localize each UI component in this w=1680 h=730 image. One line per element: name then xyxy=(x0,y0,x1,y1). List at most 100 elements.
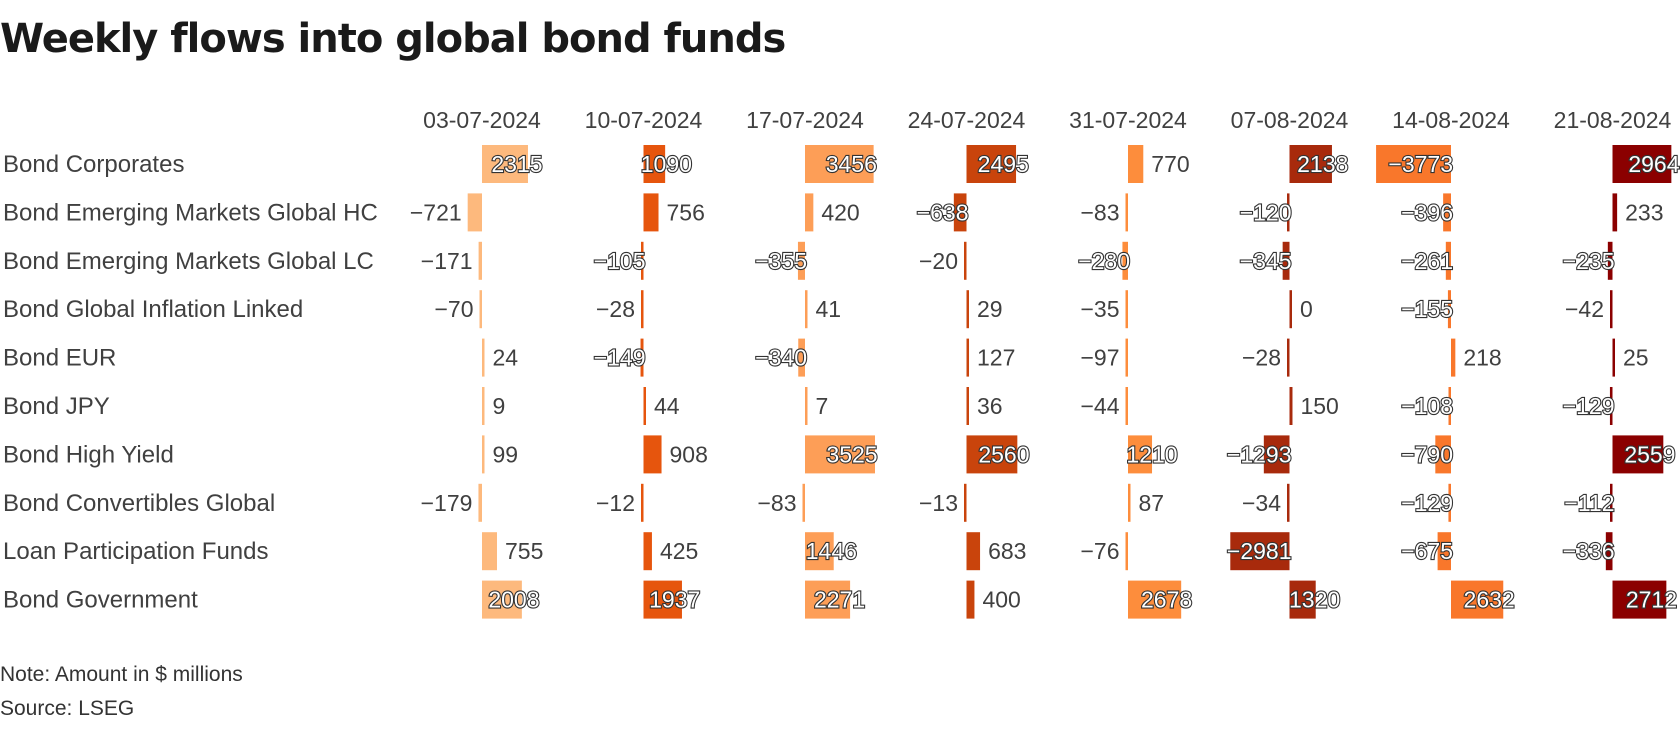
note-text: Note: Amount in $ millions xyxy=(0,663,243,686)
bar xyxy=(641,241,644,280)
bar xyxy=(966,435,1018,474)
value-label: 9 xyxy=(493,393,506,419)
value-label: −83 xyxy=(757,490,796,516)
value-label: 1090 xyxy=(641,151,692,177)
row-label: Bond EUR xyxy=(3,345,116,372)
value-label: −12 xyxy=(596,490,635,516)
bar xyxy=(1125,532,1128,571)
value-label: 0 xyxy=(1300,296,1313,322)
chart-table: 03-07-2024 10-07-2024 17-07-2024 24-07-2024… xyxy=(3,107,1680,619)
bar xyxy=(1282,241,1290,280)
row-label: Bond High Yield xyxy=(3,441,174,468)
bar xyxy=(1125,387,1128,425)
bar xyxy=(1289,145,1332,183)
bar xyxy=(1289,580,1316,619)
bar xyxy=(1612,580,1667,619)
bar xyxy=(643,387,646,425)
bar xyxy=(482,387,485,425)
value-label: 24 xyxy=(493,345,519,371)
bar xyxy=(1610,483,1613,522)
bar xyxy=(1128,580,1182,619)
value-label: −235 xyxy=(1563,248,1615,274)
value-label: −396 xyxy=(1401,199,1453,225)
column-header: 24-07-2024 xyxy=(908,107,1026,133)
value-label: 218 xyxy=(1463,345,1501,371)
bar xyxy=(1437,532,1451,571)
value-label: 2559 xyxy=(1624,441,1675,467)
value-label: −345 xyxy=(1240,248,1292,274)
column-header: 31-07-2024 xyxy=(1069,107,1187,133)
bar xyxy=(953,193,967,232)
value-label: 756 xyxy=(667,199,705,225)
bar xyxy=(805,580,851,619)
column-header: 21-08-2024 xyxy=(1554,107,1672,133)
bar xyxy=(1451,580,1504,619)
value-label: 2560 xyxy=(978,441,1029,467)
bar xyxy=(1125,193,1128,232)
value-label: 99 xyxy=(493,441,519,467)
value-label: 908 xyxy=(670,441,708,467)
bar xyxy=(1451,338,1456,377)
value-label: −76 xyxy=(1080,538,1119,564)
bar xyxy=(1612,193,1618,232)
row-label: Bond JPY xyxy=(3,393,110,420)
bar xyxy=(643,435,662,474)
value-label: −355 xyxy=(755,248,807,274)
value-label: 1446 xyxy=(806,538,857,564)
bar xyxy=(966,145,1017,183)
value-label: −675 xyxy=(1401,538,1453,564)
bar xyxy=(964,483,967,522)
value-label: −13 xyxy=(919,490,958,516)
bar xyxy=(1287,338,1290,377)
value-label: −34 xyxy=(1242,490,1281,516)
bar xyxy=(640,338,644,377)
value-label: −35 xyxy=(1080,296,1119,322)
bar xyxy=(966,387,969,425)
value-label: 770 xyxy=(1151,151,1189,177)
bar xyxy=(1128,435,1153,474)
value-label: −20 xyxy=(919,248,958,274)
value-label: −112 xyxy=(1564,490,1614,516)
value-label: 87 xyxy=(1139,490,1165,516)
value-label: −171 xyxy=(421,248,473,274)
bar xyxy=(802,483,805,522)
value-label: 2138 xyxy=(1297,151,1348,177)
value-label: 2678 xyxy=(1141,587,1192,613)
bar xyxy=(643,532,652,571)
value-label: −261 xyxy=(1401,248,1453,274)
bar xyxy=(482,145,528,183)
value-label: 36 xyxy=(977,393,1003,419)
value-label: 127 xyxy=(977,345,1015,371)
bar xyxy=(1128,145,1144,183)
bar xyxy=(1289,290,1292,329)
value-label: 2315 xyxy=(491,151,542,177)
bar xyxy=(966,532,981,571)
value-label: 150 xyxy=(1300,393,1338,419)
bar xyxy=(641,483,644,522)
value-label: 41 xyxy=(816,296,842,322)
value-label: −340 xyxy=(755,345,807,371)
value-label: −721 xyxy=(410,199,462,225)
bar xyxy=(643,580,682,619)
value-label: 2632 xyxy=(1464,587,1515,613)
bar xyxy=(1447,290,1451,329)
value-label: 2964 xyxy=(1628,151,1679,177)
value-label: −280 xyxy=(1078,248,1130,274)
bar xyxy=(966,290,969,329)
column-header: 03-07-2024 xyxy=(423,107,541,133)
bar xyxy=(797,241,805,280)
value-label: 3456 xyxy=(826,151,877,177)
bar xyxy=(1287,193,1290,232)
column-header: 17-07-2024 xyxy=(746,107,864,133)
value-label: −120 xyxy=(1240,199,1292,225)
value-label: 400 xyxy=(982,587,1020,613)
bar xyxy=(643,145,666,183)
value-label: −1293 xyxy=(1227,441,1292,467)
value-label: 7 xyxy=(816,393,829,419)
bar xyxy=(805,387,808,425)
value-label: −44 xyxy=(1080,393,1119,419)
bar xyxy=(1443,193,1451,232)
bar xyxy=(1612,435,1664,474)
value-label: −108 xyxy=(1401,393,1453,419)
bar xyxy=(467,193,482,232)
